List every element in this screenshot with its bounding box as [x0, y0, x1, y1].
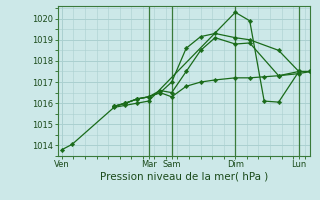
X-axis label: Pression niveau de la mer( hPa ): Pression niveau de la mer( hPa )	[100, 172, 268, 182]
